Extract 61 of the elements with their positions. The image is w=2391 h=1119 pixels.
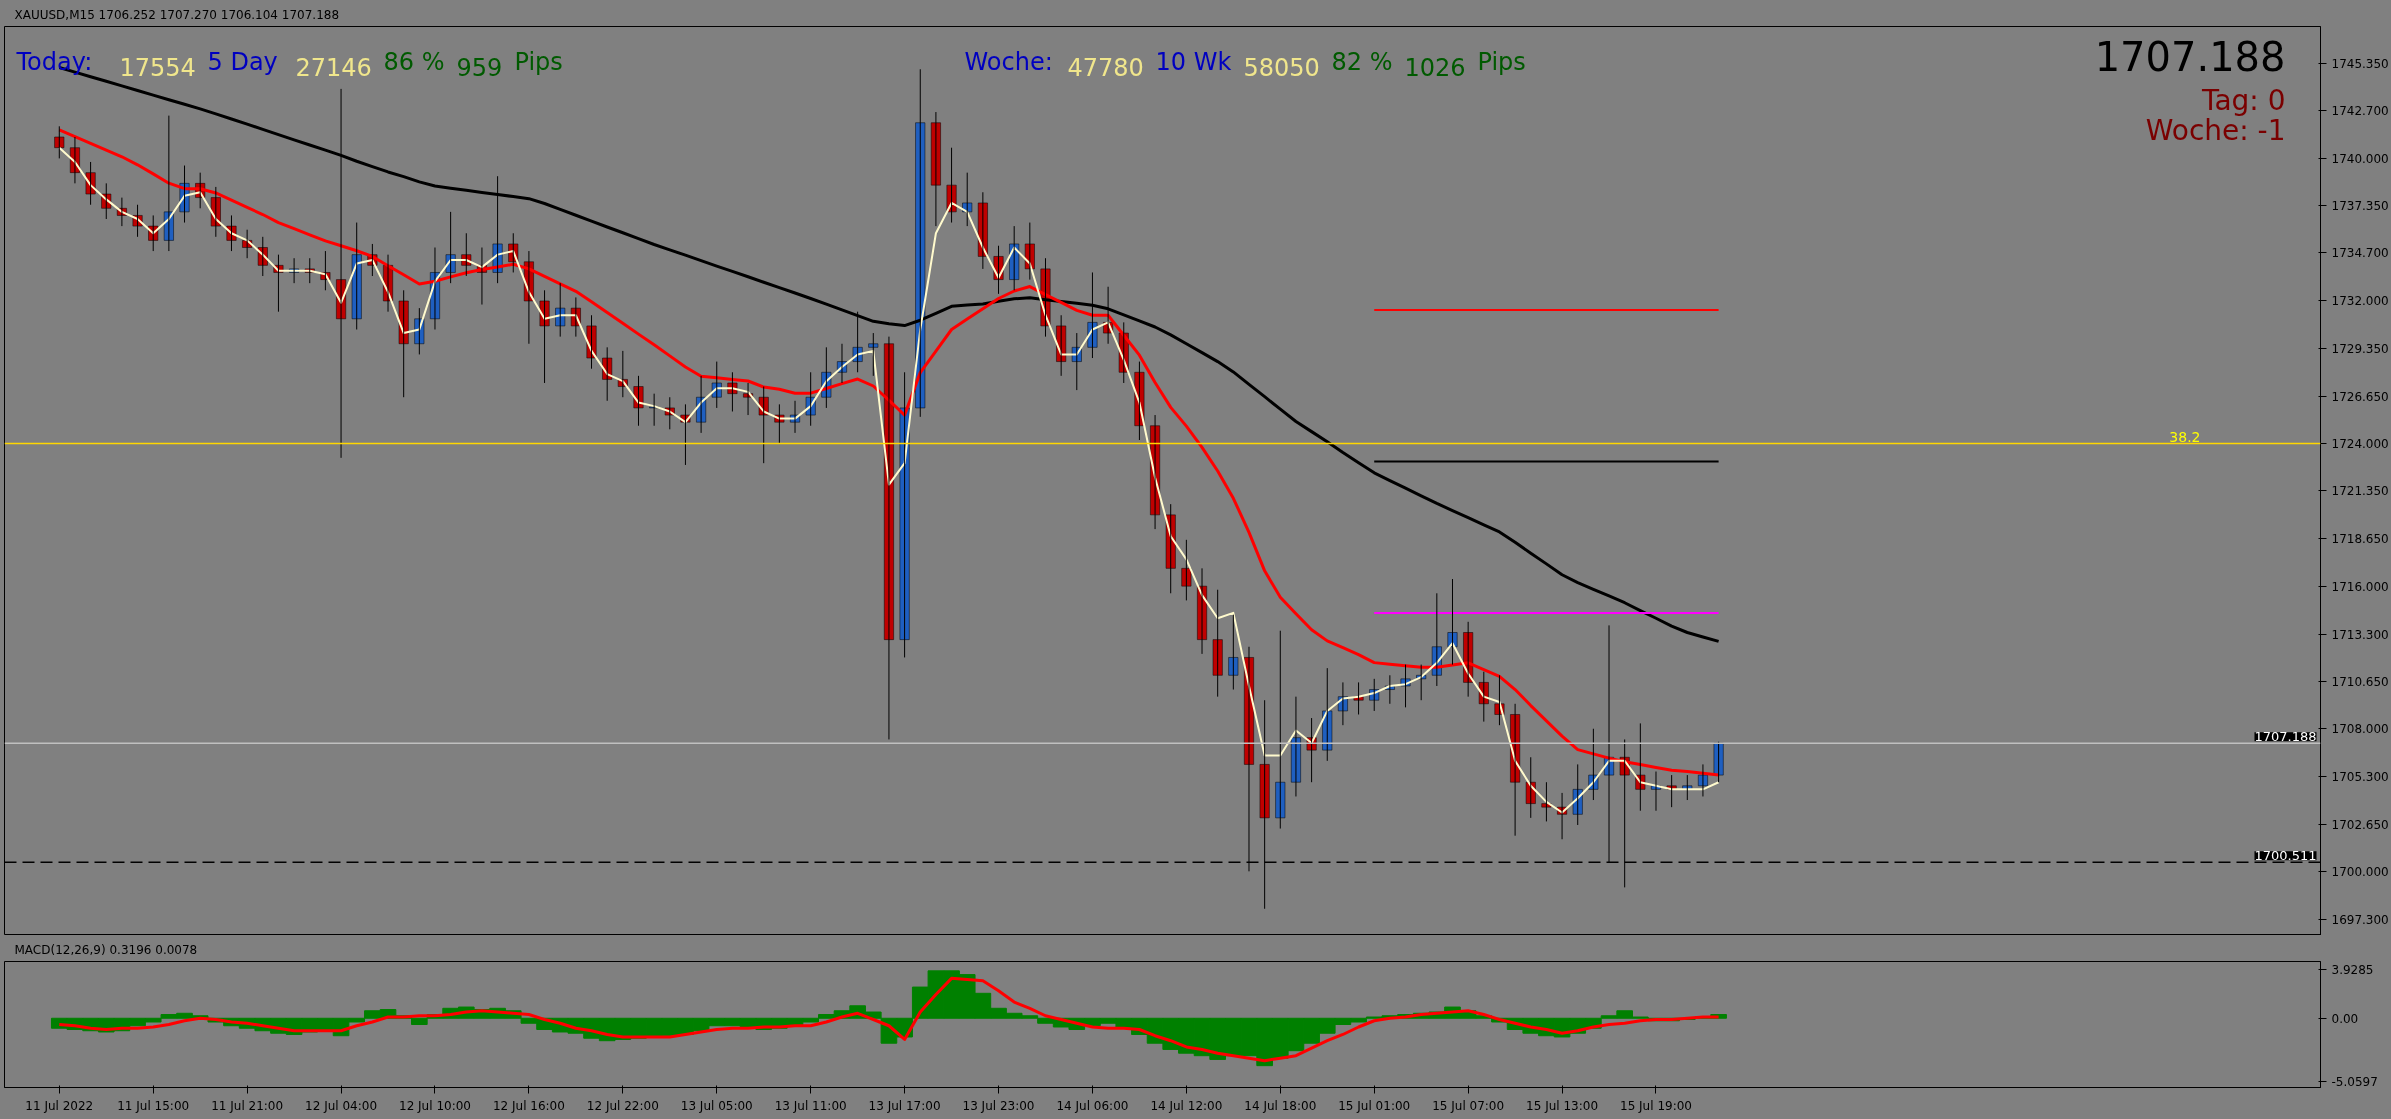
annotation: Today: xyxy=(15,47,93,76)
x-tick-label: 12 Jul 04:00 xyxy=(305,1098,378,1113)
x-tick-label: 13 Jul 23:00 xyxy=(962,1098,1035,1113)
x-tick-label: 15 Jul 13:00 xyxy=(1526,1098,1599,1113)
y-tick-label: 1724.000 xyxy=(2331,437,2389,452)
y-tick-label: 1745.350 xyxy=(2331,56,2389,71)
x-tick-label: 15 Jul 19:00 xyxy=(1620,1098,1692,1113)
annotation: 58050 xyxy=(1243,53,1320,82)
x-tick-label: 15 Jul 07:00 xyxy=(1432,1098,1505,1113)
annotation: Pips xyxy=(514,47,563,76)
y-tick-label: 3.9285 xyxy=(2331,962,2374,977)
x-tick-label: 14 Jul 18:00 xyxy=(1244,1098,1317,1113)
y-tick-label: 1708.000 xyxy=(2331,722,2389,737)
text: Tag: 0 xyxy=(2200,83,2286,117)
y-tick-label: 1710.650 xyxy=(2331,675,2389,690)
y-tick-label: 1721.350 xyxy=(2331,484,2389,499)
y-tick-label: 0.00 xyxy=(2331,1011,2359,1026)
x-tick-label: 12 Jul 22:00 xyxy=(586,1098,659,1113)
annotation: 5 Day xyxy=(207,47,278,76)
ref-line-label: 1707.188 xyxy=(2254,729,2317,745)
y-tick-label: 1700.000 xyxy=(2331,864,2389,879)
annotation: 47780 xyxy=(1067,53,1144,82)
x-tick-label: 13 Jul 05:00 xyxy=(680,1098,753,1113)
y-tick-label: 1716.000 xyxy=(2331,579,2389,594)
annotation: 10 Wk xyxy=(1155,47,1232,76)
y-tick-label: 1734.700 xyxy=(2331,246,2389,261)
y-tick-label: 1729.350 xyxy=(2331,341,2389,356)
annotation: 86 % xyxy=(383,47,445,76)
y-tick-label: 1718.650 xyxy=(2331,532,2389,547)
ref-line-label: 1700.511 xyxy=(2254,848,2317,864)
annotation: 17554 xyxy=(119,53,196,82)
x-tick-label: 12 Jul 10:00 xyxy=(399,1098,471,1113)
x-tick-label: 14 Jul 06:00 xyxy=(1056,1098,1129,1113)
y-tick-label: 1726.650 xyxy=(2331,389,2389,404)
y-tick-label: 1705.300 xyxy=(2331,770,2389,785)
x-tick-label: 11 Jul 21:00 xyxy=(211,1098,284,1113)
chart-title: MACD(12,26,9) 0.3196 0.0078 xyxy=(14,942,198,957)
x-tick-label: 13 Jul 17:00 xyxy=(868,1098,941,1113)
x-tick-label: 14 Jul 12:00 xyxy=(1150,1098,1223,1113)
y-tick-label: 1737.350 xyxy=(2331,199,2389,214)
text: 1707.188 xyxy=(2094,33,2286,80)
y-tick-label: 1732.000 xyxy=(2331,294,2389,309)
chart-title: XAUUSD,M15 1706.252 1707.270 1706.104 1707.188 xyxy=(14,7,340,22)
x-tick-label: 11 Jul 15:00 xyxy=(117,1098,190,1113)
x-tick-label: 11 Jul 2022 xyxy=(25,1098,94,1113)
y-tick-label: 1697.300 xyxy=(2331,912,2389,927)
y-tick-label: 1713.300 xyxy=(2331,627,2389,642)
annotation: Woche: xyxy=(964,47,1053,76)
annotation: 27146 xyxy=(295,53,372,82)
x-tick-label: 13 Jul 11:00 xyxy=(774,1098,847,1113)
annotation: Pips xyxy=(1477,47,1526,76)
annotation: 38.2 xyxy=(2169,428,2201,445)
annotation: 1026 xyxy=(1404,53,1466,82)
y-tick-label: -5.0597 xyxy=(2331,1074,2378,1089)
y-tick-label: 1742.700 xyxy=(2331,103,2389,118)
x-tick-label: 15 Jul 01:00 xyxy=(1338,1098,1411,1113)
y-tick-label: 1702.650 xyxy=(2331,817,2389,832)
annotation: 82 % xyxy=(1331,47,1393,76)
annotation: 959 xyxy=(456,53,503,82)
x-tick-label: 12 Jul 16:00 xyxy=(492,1098,565,1113)
y-tick-label: 1740.000 xyxy=(2331,151,2389,166)
